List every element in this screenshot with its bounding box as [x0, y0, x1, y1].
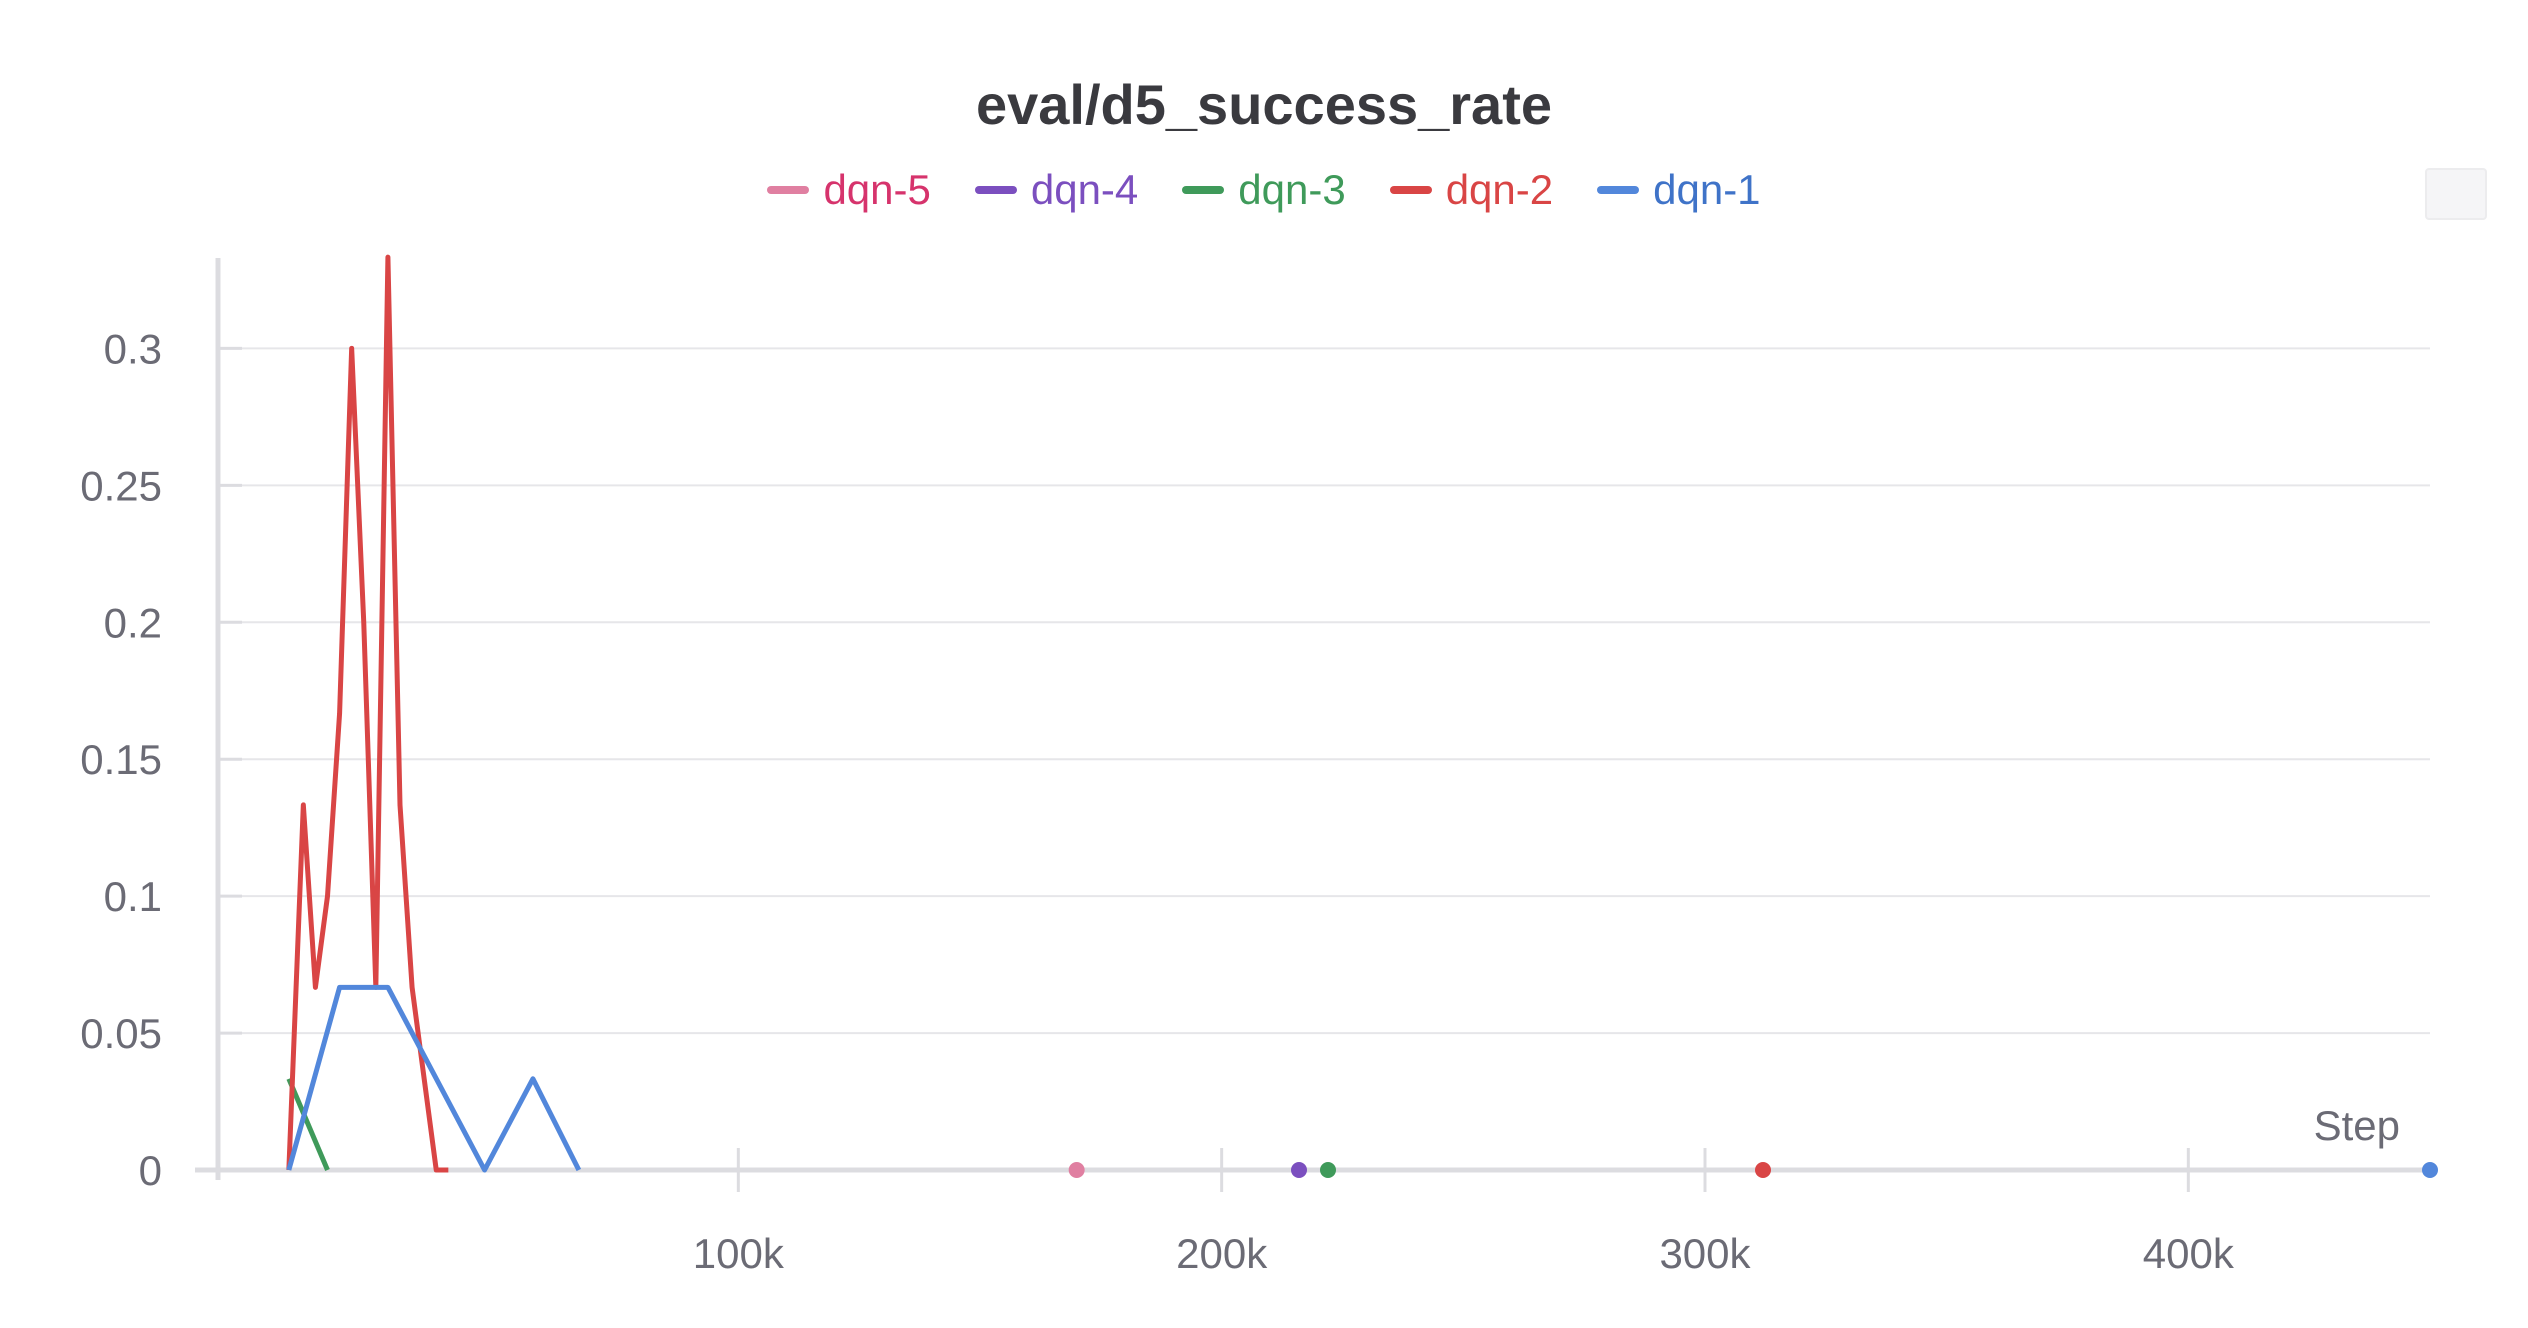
y-tick-label: 0.15	[80, 736, 162, 783]
y-tick-label: 0	[139, 1147, 162, 1194]
legend-item-dqn-2[interactable]: dqn-2	[1389, 166, 1554, 214]
x-tick-label: 200k	[1176, 1230, 1268, 1277]
y-tick-label: 0.25	[80, 462, 162, 509]
series-line-dqn-2	[286, 254, 449, 1173]
legend-label: dqn-1	[1653, 166, 1761, 213]
tick-labels: 0 0.05 0.1 0.15 0.2 0.25 0.3 100k 200k 300k 400k	[80, 325, 2235, 1277]
series-dqn-1	[286, 984, 2438, 1178]
legend-swatch	[1597, 186, 1640, 194]
legend-swatch	[1389, 186, 1432, 194]
series-dqn-5	[1068, 1162, 1085, 1178]
y-tick-label: 0.2	[104, 599, 162, 646]
legend: dqn-5 dqn-4 dqn-3 dqn-2 dqn-1	[0, 166, 2528, 214]
series-end-point-dqn-2	[1755, 1162, 1771, 1178]
series-dqn-4	[1291, 1162, 1307, 1178]
grid	[230, 347, 2430, 1035]
legend-label: dqn-5	[823, 166, 931, 213]
y-tick-label: 0.05	[80, 1010, 162, 1057]
legend-item-dqn-3[interactable]: dqn-3	[1182, 166, 1346, 214]
series-end-point-dqn-5	[1068, 1162, 1085, 1178]
series-end-point-dqn-3	[1320, 1162, 1336, 1178]
series-dqn-3	[286, 1077, 1336, 1178]
legend-swatch	[974, 186, 1017, 194]
series-line-dqn-3	[286, 1077, 330, 1171]
legend-label: dqn-4	[1030, 166, 1139, 213]
x-tick-label: 100k	[693, 1230, 785, 1277]
legend-item-dqn-5[interactable]: dqn-5	[767, 166, 931, 214]
series-lines	[286, 254, 2438, 1178]
series-dqn-2	[286, 254, 1771, 1178]
panel-menu-button[interactable]	[2425, 168, 2487, 220]
legend-swatch	[1182, 186, 1225, 194]
legend-item-dqn-4[interactable]: dqn-4	[974, 166, 1139, 214]
x-tick-label: 400k	[2143, 1230, 2235, 1277]
x-axis-label: Step	[2314, 1102, 2400, 1149]
legend-item-dqn-1[interactable]: dqn-1	[1597, 166, 1761, 214]
series-end-point-dqn-1	[2422, 1162, 2438, 1178]
y-tick-label: 0.3	[104, 325, 162, 372]
legend-label: dqn-2	[1445, 166, 1554, 213]
y-tick-label: 0.1	[104, 873, 162, 920]
chart-title: eval/d5_success_rate	[976, 73, 1552, 136]
axes	[195, 258, 2430, 1192]
x-tick-label: 300k	[1659, 1230, 1751, 1277]
legend-swatch	[767, 186, 810, 194]
legend-label: dqn-3	[1238, 166, 1346, 213]
series-end-point-dqn-4	[1291, 1162, 1307, 1178]
series-line-dqn-1	[286, 984, 582, 1173]
